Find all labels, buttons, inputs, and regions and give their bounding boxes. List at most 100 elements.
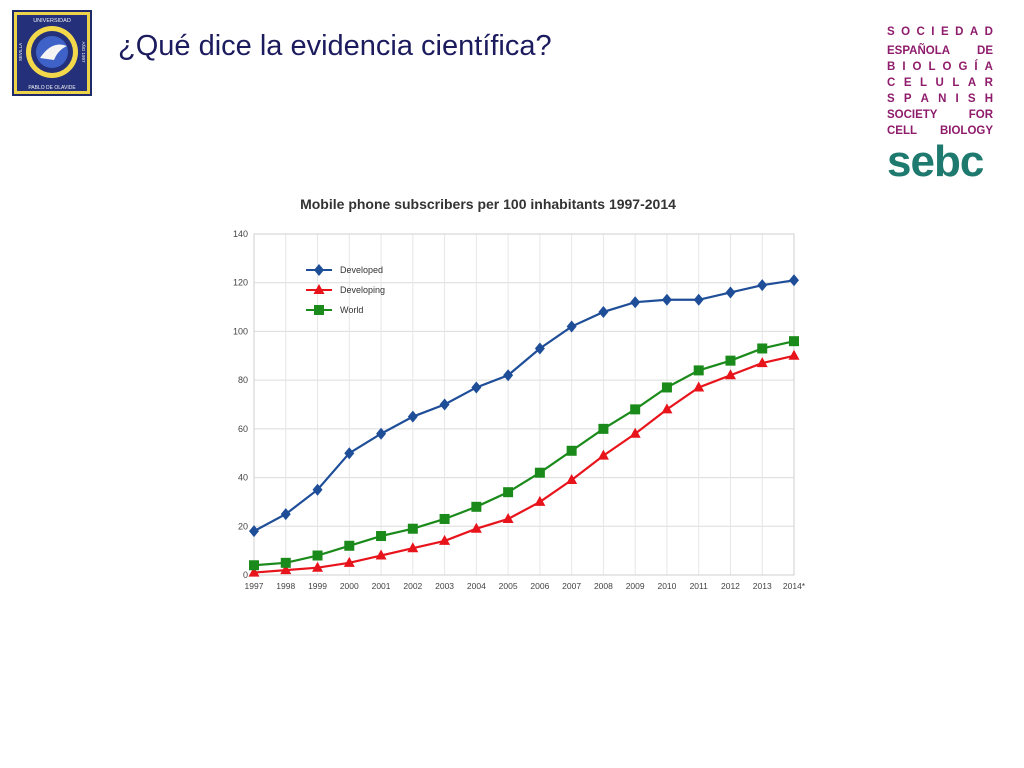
- legend-marker-world: [314, 305, 324, 315]
- data-point-world: [439, 513, 450, 524]
- x-tick-label: 2007: [562, 581, 581, 591]
- data-point-developed: [661, 293, 672, 306]
- data-point-world: [471, 501, 482, 512]
- line-chart: Mobile phone subscribers per 100 inhabit…: [233, 196, 806, 591]
- data-point-world: [407, 523, 418, 534]
- y-tick-label: 0: [243, 570, 248, 580]
- data-point-developed: [376, 427, 387, 440]
- chart-title: Mobile phone subscribers per 100 inhabit…: [300, 196, 676, 212]
- data-point-developing: [502, 512, 514, 523]
- x-tick-label: 2009: [626, 581, 645, 591]
- data-point-developing: [407, 542, 419, 553]
- series-line-developing: [253, 354, 795, 574]
- data-point-world: [693, 365, 704, 376]
- data-point-developed: [693, 293, 704, 306]
- x-tick-label: 2005: [499, 581, 518, 591]
- data-point-developing: [375, 549, 387, 560]
- data-point-world: [376, 531, 387, 542]
- data-point-developed: [344, 447, 355, 460]
- chart-grid: [253, 233, 795, 576]
- data-point-developing: [248, 566, 260, 577]
- data-point-developed: [566, 320, 577, 333]
- x-tick-label: 2000: [340, 581, 359, 591]
- data-point-world: [312, 550, 323, 561]
- data-point-developed: [249, 525, 259, 538]
- data-point-developed: [630, 296, 641, 309]
- data-point-developed: [471, 381, 482, 394]
- university-right-text: AÑO 1997: [81, 41, 87, 63]
- data-point-developed: [439, 398, 450, 411]
- data-point-world: [725, 355, 736, 366]
- data-point-world: [661, 382, 672, 393]
- plot-frame: [253, 233, 795, 576]
- data-point-developing: [280, 564, 292, 575]
- university-logo: UNIVERSIDAD PABLO DE OLAVIDE SEVILLA AÑO…: [12, 10, 92, 96]
- university-left-text: SEVILLA: [18, 43, 23, 61]
- data-point-developed: [503, 369, 514, 382]
- series-line-world: [253, 340, 795, 567]
- legend-label-world: World: [340, 305, 363, 315]
- society-line-2: ESPAÑOLA DE: [887, 45, 993, 57]
- data-point-world: [503, 487, 514, 498]
- data-point-developing: [788, 349, 800, 360]
- y-tick-label: 40: [238, 473, 248, 483]
- x-tick-label: 2010: [657, 581, 676, 591]
- university-bottom-text: PABLO DE OLAVIDE: [28, 85, 76, 91]
- chart-legend: Developed Developing World: [306, 264, 385, 315]
- data-point-world: [280, 557, 291, 568]
- x-tick-label: 2003: [435, 581, 454, 591]
- series-line-developed: [253, 279, 795, 533]
- data-point-developing: [756, 357, 768, 368]
- society-line-6: SOCIETY FOR: [887, 109, 993, 121]
- x-tick-label: 1997: [245, 581, 264, 591]
- x-tick-label: 2014*: [783, 581, 806, 591]
- legend-marker-developing: [313, 284, 325, 294]
- x-tick-label: 2002: [403, 581, 422, 591]
- data-point-world: [344, 540, 355, 551]
- data-point-developed: [725, 286, 736, 299]
- x-tick-label: 1999: [308, 581, 327, 591]
- data-point-developing: [534, 495, 546, 506]
- chart-series: [248, 274, 800, 577]
- data-point-developed: [407, 410, 418, 423]
- x-tick-label: 2001: [372, 581, 391, 591]
- data-point-developing: [566, 474, 578, 485]
- x-tick-label: 2004: [467, 581, 486, 591]
- legend-label-developed: Developed: [340, 265, 383, 275]
- y-tick-label: 100: [233, 326, 248, 336]
- university-top-text: UNIVERSIDAD: [33, 18, 71, 24]
- data-point-world: [249, 560, 259, 571]
- data-point-world: [630, 404, 641, 415]
- data-point-developing: [597, 449, 609, 460]
- data-point-developed: [534, 342, 545, 355]
- data-point-developing: [693, 381, 705, 392]
- slide-title: ¿Qué dice la evidencia científica?: [118, 30, 552, 62]
- data-point-developing: [312, 561, 324, 572]
- x-tick-label: 2011: [690, 581, 709, 591]
- data-point-developed: [598, 305, 609, 318]
- legend-label-developing: Developing: [340, 285, 385, 295]
- data-point-developing: [661, 403, 673, 414]
- data-point-developed: [757, 279, 768, 292]
- society-wordmark: sebc: [887, 137, 984, 186]
- x-tick-label: 2008: [594, 581, 613, 591]
- x-tick-label: 2012: [721, 581, 740, 591]
- y-tick-label: 140: [233, 229, 248, 239]
- x-tick-label: 2006: [530, 581, 549, 591]
- legend-marker-developed: [314, 264, 324, 276]
- data-point-developing: [629, 427, 641, 438]
- data-point-world: [757, 343, 768, 354]
- data-point-world: [566, 445, 577, 456]
- y-tick-label: 120: [233, 278, 248, 288]
- y-tick-label: 20: [238, 521, 248, 531]
- data-point-developing: [724, 369, 736, 380]
- data-point-world: [598, 423, 609, 434]
- society-line-7: CELL BIOLOGY: [887, 125, 993, 137]
- data-point-developing: [470, 522, 482, 533]
- data-point-developed: [312, 483, 323, 496]
- chart-axes: 0 20 40 60 80 100 120 140 1997 1998 1999 2000 2001 20…: [233, 229, 806, 591]
